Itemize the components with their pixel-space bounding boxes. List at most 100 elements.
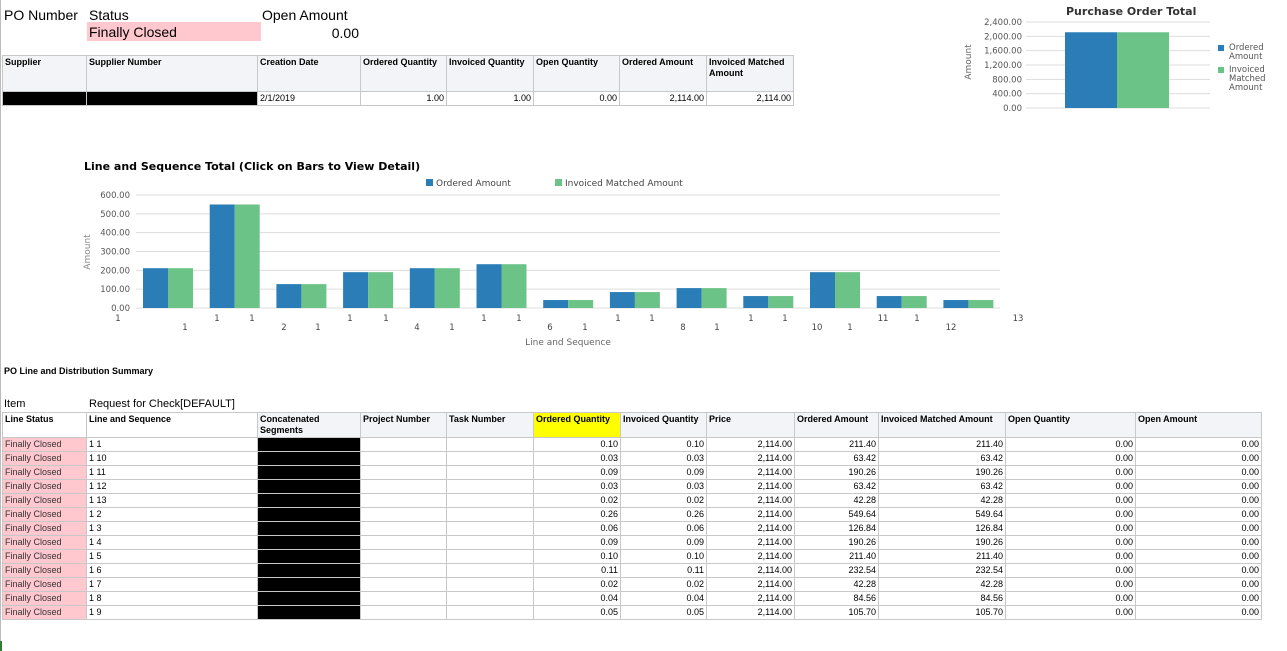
line-sequence-bar[interactable] xyxy=(701,288,727,308)
summary-cell xyxy=(360,563,447,578)
line-sequence-bar[interactable] xyxy=(368,272,394,308)
summary-cell: Finally Closed xyxy=(2,535,87,550)
summary-cell: 105.70 xyxy=(794,605,879,620)
summary-cell: 0.06 xyxy=(533,521,621,536)
summary-cell: 1 13 xyxy=(86,493,258,508)
line-sequence-bar[interactable] xyxy=(568,300,594,308)
line-sequence-bar[interactable] xyxy=(276,284,302,308)
line-sequence-bar[interactable] xyxy=(876,296,902,308)
line-chart-x-tick: 8 xyxy=(680,323,685,333)
summary-cell: 1 5 xyxy=(86,549,258,564)
line-sequence-bar[interactable] xyxy=(434,268,460,308)
po-col-header: Open Quantity xyxy=(533,55,620,92)
summary-cell: 190.26 xyxy=(878,465,1006,480)
po-total-bar[interactable] xyxy=(1065,32,1117,108)
line-sequence-bar[interactable] xyxy=(676,288,702,308)
line-sequence-bar[interactable] xyxy=(634,292,660,308)
summary-cell: 0.00 xyxy=(1005,465,1136,480)
summary-cell xyxy=(360,549,447,564)
summary-cell: Finally Closed xyxy=(2,605,87,620)
line-sequence-bar[interactable] xyxy=(409,268,435,308)
summary-cell xyxy=(360,493,447,508)
summary-cell xyxy=(360,479,447,494)
summary-cell: 211.40 xyxy=(878,437,1006,452)
table-row: Finally Closed 1 2 0.26 0.26 2,114.00 549.64 5… xyxy=(2,507,1262,522)
summary-cell: 0.00 xyxy=(1135,563,1262,578)
summary-cell: 1 4 xyxy=(86,535,258,550)
line-chart-x-tick: 1 xyxy=(748,314,753,324)
line-chart-x-tick: 13 xyxy=(1013,314,1024,324)
table-row: Finally Closed 1 8 0.04 0.04 2,114.00 84.56 84… xyxy=(2,591,1262,606)
line-sequence-bar[interactable] xyxy=(543,300,569,308)
summary-cell: 0.10 xyxy=(620,437,707,452)
summary-cell: 0.03 xyxy=(533,451,621,466)
line-sequence-bar[interactable] xyxy=(301,284,327,308)
table-row: Finally Closed 1 13 0.02 0.02 2,114.00 42.28 4… xyxy=(2,493,1262,508)
summary-cell xyxy=(446,465,534,480)
summary-cell: 190.26 xyxy=(878,535,1006,550)
line-sequence-bar[interactable] xyxy=(343,272,369,308)
line-sequence-bar[interactable] xyxy=(743,296,769,308)
line-chart-x-tick: 1 xyxy=(383,314,388,324)
table-row: Finally Closed 1 4 0.09 0.09 2,114.00 190.26 1… xyxy=(2,535,1262,550)
line-sequence-bar[interactable] xyxy=(810,272,835,308)
line-chart-tick-label: 0.00 xyxy=(111,304,130,314)
open-amount-value: 0.00 xyxy=(331,25,359,41)
line-chart-x-tick: 1 xyxy=(347,314,352,324)
summary-cell: Finally Closed xyxy=(2,507,87,522)
line-sequence-bar[interactable] xyxy=(209,204,235,308)
summary-cell: 1 10 xyxy=(86,451,258,466)
summary-cell: 0.10 xyxy=(533,437,621,452)
po-total-bar[interactable] xyxy=(1117,32,1169,108)
summary-cell: 0.00 xyxy=(1005,577,1136,592)
line-chart-title: Line and Sequence Total (Click on Bars t… xyxy=(84,160,421,173)
po-tick-label: 2,400.00 xyxy=(984,18,1022,28)
po-legend-swatch xyxy=(1218,45,1224,51)
line-sequence-bar[interactable] xyxy=(901,296,927,308)
line-sequence-bar[interactable] xyxy=(968,300,994,308)
line-sequence-bar[interactable] xyxy=(609,292,635,308)
summary-col-header: Open Quantity xyxy=(1005,412,1136,438)
summary-cell xyxy=(257,535,361,550)
line-sequence-bar[interactable] xyxy=(476,264,502,308)
summary-cell: 1 11 xyxy=(86,465,258,480)
po-number-label: PO Number xyxy=(4,7,78,23)
summary-cell: 0.00 xyxy=(1005,605,1136,620)
summary-cell xyxy=(446,535,534,550)
summary-cell: 0.03 xyxy=(620,451,707,466)
item-label: Item xyxy=(4,398,26,410)
line-sequence-bar[interactable] xyxy=(143,268,168,308)
line-chart-x-tick: 1 xyxy=(115,314,120,324)
summary-cell: 0.00 xyxy=(1135,507,1262,522)
summary-cell: 42.28 xyxy=(878,577,1006,592)
summary-cell xyxy=(446,591,534,606)
summary-cell: 0.26 xyxy=(620,507,707,522)
summary-cell: 63.42 xyxy=(794,451,879,466)
summary-cell: 0.00 xyxy=(1005,521,1136,536)
summary-cell xyxy=(257,479,361,494)
po-legend-label: Invoiced Matched Amount xyxy=(1229,65,1266,93)
line-chart-x-tick: 12 xyxy=(946,323,957,333)
po-legend-swatch xyxy=(1218,67,1224,73)
summary-cell: 0.00 xyxy=(1005,451,1136,466)
summary-cell: 0.00 xyxy=(1005,591,1136,606)
summary-cell xyxy=(360,521,447,536)
line-sequence-bar[interactable] xyxy=(168,268,193,308)
po-tick-label: 1,200.00 xyxy=(984,61,1022,71)
summary-cell: Finally Closed xyxy=(2,437,87,452)
summary-cell: 0.11 xyxy=(533,563,621,578)
legend-invoiced-swatch xyxy=(555,179,562,186)
summary-cell: 2,114.00 xyxy=(706,479,795,494)
summary-cell: 1 3 xyxy=(86,521,258,536)
line-sequence-bar[interactable] xyxy=(768,296,794,308)
summary-cell: 1 7 xyxy=(86,577,258,592)
summary-cell xyxy=(360,535,447,550)
line-sequence-bar[interactable] xyxy=(501,264,527,308)
summary-cell: 0.05 xyxy=(533,605,621,620)
line-sequence-bar[interactable] xyxy=(234,204,260,308)
line-sequence-bar[interactable] xyxy=(943,300,969,308)
line-sequence-chart[interactable]: Ordered Amount Invoiced Matched Amount Am… xyxy=(80,172,1040,350)
summary-cell: 0.00 xyxy=(1135,591,1262,606)
summary-cell: 0.09 xyxy=(620,465,707,480)
line-sequence-bar[interactable] xyxy=(835,272,860,308)
